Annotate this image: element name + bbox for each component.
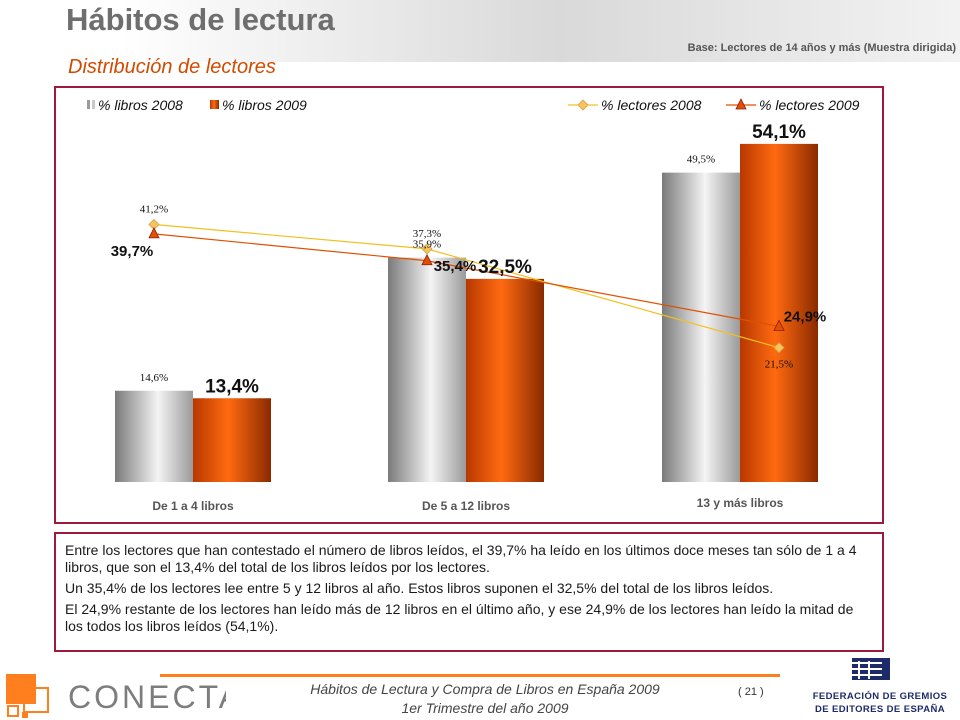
footer-line-1: Hábitos de Lectura y Compra de Libros en…	[310, 681, 660, 697]
conecta-logo-square-outline	[23, 687, 49, 713]
category-label-1: De 1 a 4 libros	[152, 499, 234, 513]
marker-lectores-2009-1	[148, 226, 160, 239]
legend-marker-lectores-2008	[577, 99, 589, 111]
fge-logo-text: FEDERACIÓN DE GREMIOS DE EDITORES DE ESP…	[805, 690, 955, 716]
bar-label-libros-2008-2: 35,9%	[413, 239, 441, 251]
chart-legend: % libros 2008 % libros 2009 % lectores 2…	[87, 97, 860, 113]
point-label-lectores-2008-3: 21,5%	[765, 359, 793, 371]
header-band	[0, 0, 960, 62]
marker-lectores-2009-3	[773, 319, 785, 331]
point-label-lectores-2008-1: 41,2%	[140, 204, 168, 216]
chart: % libros 2008 % libros 2009 % lectores 2…	[87, 97, 860, 513]
legend-label-lectores-2009: % lectores 2009	[759, 97, 860, 113]
legend-label-libros-2009: % libros 2009	[222, 97, 307, 113]
labels-layer: 14,6% 35,9% 49,5% 13,4% 32,5% 54,1% 41,2% 37,3%…	[111, 122, 827, 397]
category-label-3: 13 y más libros	[697, 496, 784, 510]
legend-label-libros-2008: % libros 2008	[98, 97, 183, 113]
bar-libros-2008-3	[662, 172, 740, 482]
legend-label-lectores-2008: % lectores 2008	[601, 97, 702, 113]
marker-lectores-2008-3	[773, 342, 785, 354]
description-box: Entre los lectores que han contestado el…	[54, 532, 884, 652]
footer-line-2: 1er Trimestre del año 2009	[401, 700, 569, 716]
marker-lectores-2009-2	[421, 253, 433, 266]
bar-libros-2009-1	[193, 398, 271, 482]
conecta-logo: CONECTA	[6, 674, 226, 718]
footer-line	[160, 674, 780, 677]
legend-swatch-libros-2008-b	[92, 100, 95, 109]
bar-label-libros-2009-3: 54,1%	[752, 122, 806, 143]
bar-label-libros-2008-3: 49,5%	[687, 154, 715, 166]
fge-logo-line-1: FEDERACIÓN DE GREMIOS	[812, 691, 948, 702]
fge-logo-line-2: DE EDITORES DE ESPAÑA	[815, 704, 945, 715]
description-paragraph-3: El 24,9% restante de los lectores han le…	[65, 601, 854, 634]
bar-libros-2008-2	[388, 257, 466, 482]
categories-layer: De 1 a 4 libros De 5 a 12 libros 13 y más …	[152, 496, 783, 513]
conecta-logo-square-small	[7, 705, 19, 717]
description-paragraph-2: Un 35,4% de los lectores lee entre 5 y 1…	[65, 580, 774, 596]
bar-libros-2008-1	[115, 390, 193, 482]
point-label-lectores-2008-2: 37,3%	[413, 228, 441, 240]
fge-emblem-icon	[852, 658, 890, 680]
bars-layer	[115, 143, 818, 482]
page-title: Hábitos de lectura	[66, 2, 335, 37]
conecta-logo-square-small-2	[22, 712, 28, 718]
legend-swatch-libros-2008	[87, 100, 90, 109]
point-label-lectores-2009-2: 35,4%	[434, 258, 477, 275]
chart-frame	[54, 86, 884, 524]
conecta-logo-text: CONECTA	[68, 679, 226, 715]
point-label-lectores-2009-1: 39,7%	[111, 243, 154, 260]
description-paragraph-1: Entre los lectores que han contestado el…	[65, 542, 857, 575]
base-note: Base: Lectores de 14 años y más (Muestra…	[687, 42, 956, 54]
bar-libros-2009-3	[740, 143, 818, 482]
fge-logo-emblem	[852, 658, 890, 680]
lines-layer	[148, 218, 785, 354]
page-number: ( 21 )	[738, 686, 764, 698]
bar-libros-2009-2	[466, 278, 544, 482]
bar-label-libros-2009-2: 32,5%	[478, 257, 532, 278]
footer-text: Hábitos de Lectura y Compra de Libros en…	[270, 680, 700, 718]
bar-label-libros-2009-1: 13,4%	[205, 376, 259, 397]
legend-marker-lectores-2009	[735, 98, 747, 110]
page-subtitle: Distribución de lectores	[68, 56, 276, 78]
legend-swatch-libros-2009	[210, 100, 219, 109]
category-label-2: De 5 a 12 libros	[422, 499, 510, 513]
point-label-lectores-2009-3: 24,9%	[784, 308, 827, 325]
bar-label-libros-2008-1: 14,6%	[140, 372, 168, 384]
